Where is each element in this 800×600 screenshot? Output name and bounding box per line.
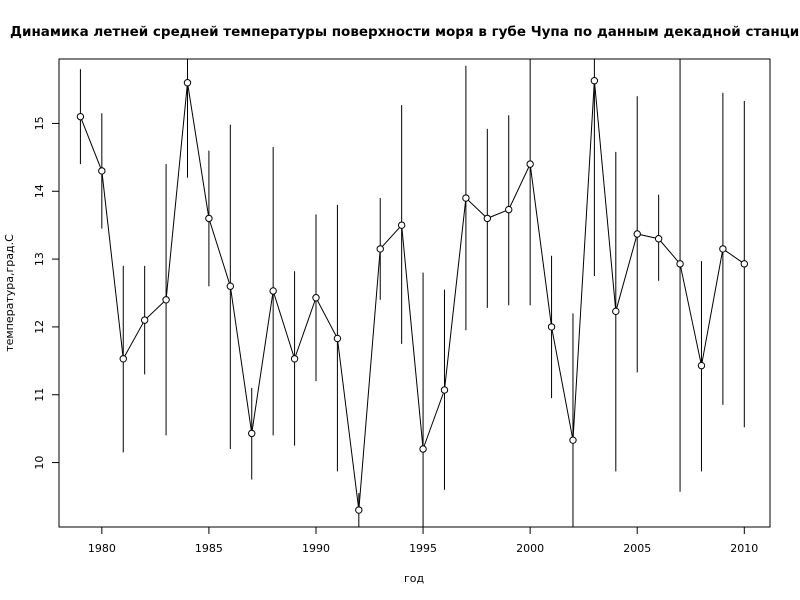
x-tick-label: 1985: [195, 542, 223, 555]
data-point: [376, 245, 384, 253]
data-point: [333, 334, 342, 343]
y-tick-label: 11: [33, 388, 46, 402]
data-point: [76, 112, 85, 121]
x-tick-label: 2010: [730, 542, 758, 555]
x-axis-label: год: [404, 572, 425, 585]
data-point: [740, 260, 749, 268]
data-point: [355, 506, 363, 514]
data-point: [633, 230, 641, 238]
data-point: [676, 260, 684, 268]
chart-title: Динамика летней средней температуры пове…: [10, 24, 800, 40]
plot-area: [58, 58, 771, 528]
data-point: [547, 323, 556, 331]
y-axis-label: температура,град.С: [3, 234, 16, 352]
x-tick-label: 1980: [88, 542, 116, 555]
data-point: [612, 307, 620, 316]
data-point: [462, 194, 470, 202]
data-point: [248, 429, 256, 438]
data-point: [205, 214, 213, 223]
data-point: [719, 245, 727, 253]
data-point: [290, 355, 299, 363]
y-tick-label: 13: [33, 252, 46, 266]
data-point: [119, 355, 127, 363]
y-tick-label: 12: [33, 320, 46, 334]
y-tick-label: 10: [33, 456, 46, 470]
series-polyline: [79, 80, 745, 511]
x-tick-label: 2000: [516, 542, 544, 555]
data-point: [226, 282, 235, 290]
data-point: [505, 205, 513, 214]
data-point: [269, 287, 277, 295]
data-point: [590, 77, 599, 85]
data-point: [483, 214, 492, 223]
x-tick-label: 1990: [302, 542, 330, 555]
data-point: [183, 79, 192, 87]
data-point: [697, 361, 706, 370]
data-point: [654, 235, 663, 243]
x-tick-label: 2005: [623, 542, 651, 555]
plot-frame: [58, 58, 771, 528]
data-point: [140, 316, 149, 324]
data-point: [98, 167, 106, 175]
data-point: [440, 386, 449, 394]
data-point: [162, 296, 170, 304]
y-axis: 10 11 12 13 14 15: [33, 116, 59, 470]
data-point: [526, 160, 534, 168]
data-points: [76, 77, 749, 514]
data-point: [419, 445, 427, 453]
x-tick-label: 1995: [409, 542, 437, 555]
y-tick-label: 15: [33, 116, 46, 130]
y-tick-label: 14: [33, 184, 46, 198]
data-point: [312, 294, 320, 302]
series-line: [79, 80, 745, 511]
x-axis: 1980 1985 1990 1995 2000 2005 2010: [88, 527, 758, 555]
data-point: [569, 436, 577, 444]
data-point: [397, 221, 406, 229]
